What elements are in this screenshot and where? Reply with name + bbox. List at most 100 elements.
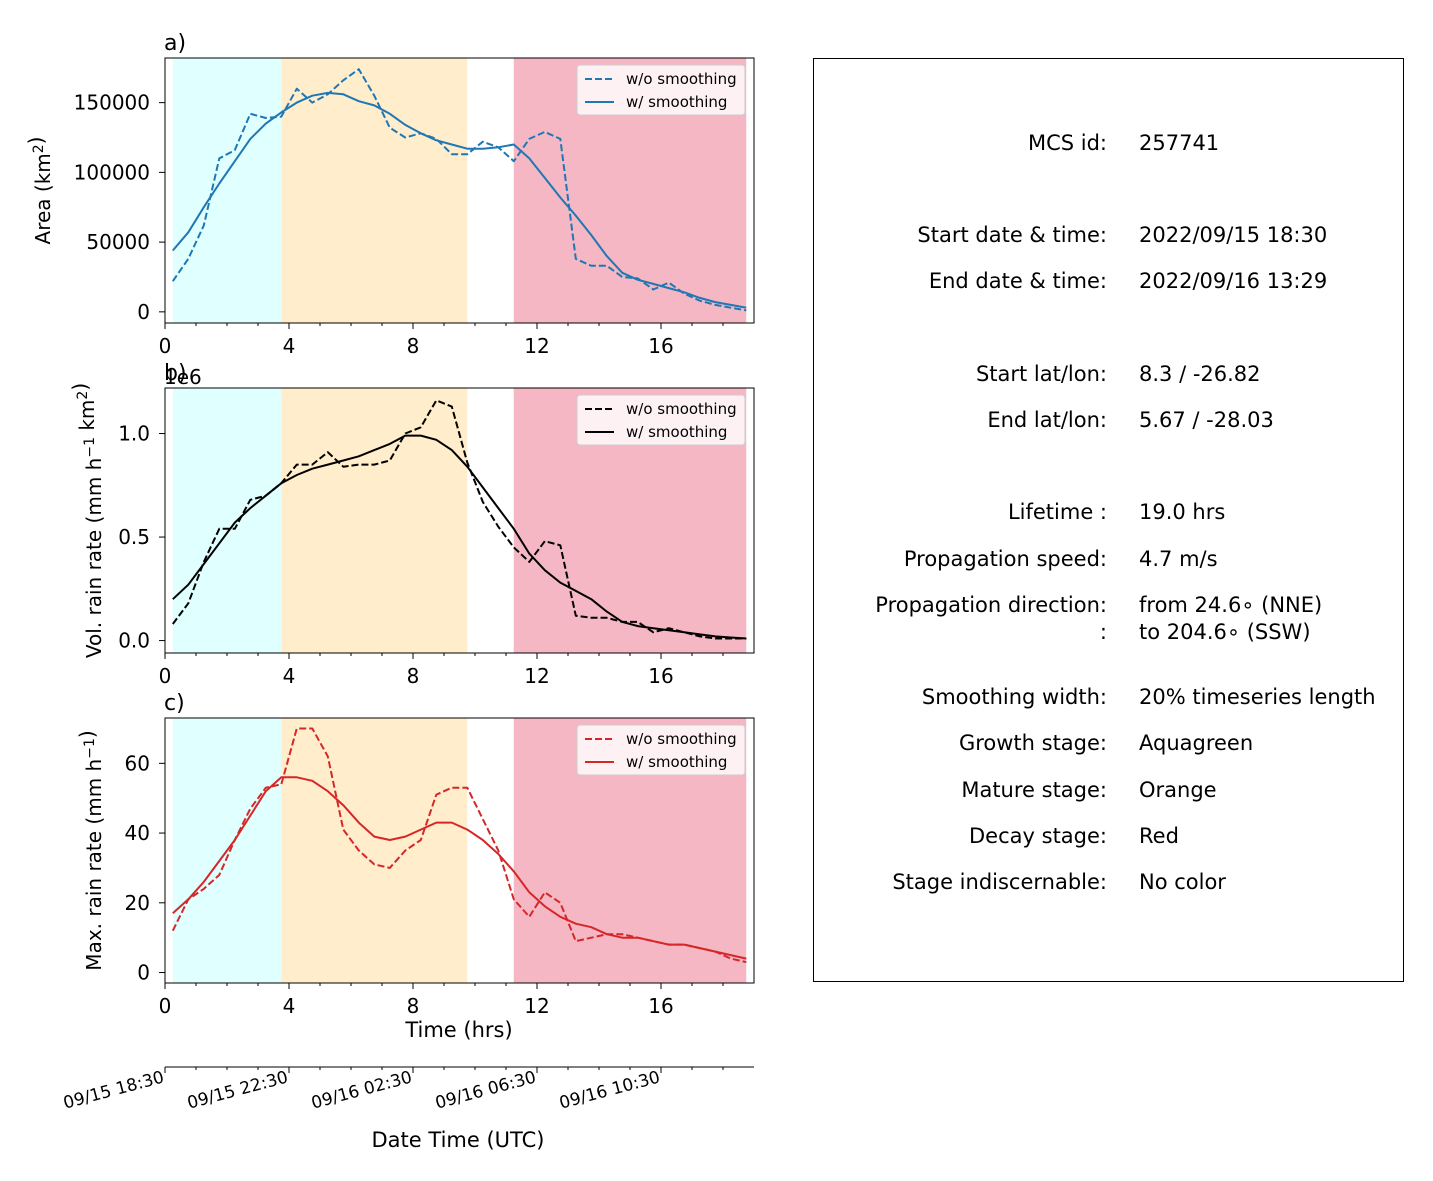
legend-label: w/o smoothing (626, 730, 737, 748)
y-axis-label-part: −1 (82, 738, 98, 759)
series-line-smoothed (172, 434, 747, 640)
mature-stage-band (281, 388, 468, 653)
y-tick-label: 100000 (74, 160, 150, 184)
x-axis-label-time: Time (hrs) (404, 1018, 512, 1042)
x-tick-label: 12 (524, 334, 549, 358)
end-latlon-label: End lat/lon: (987, 408, 1107, 432)
panel-a: 0 50000 100000 150000 0 4 8 12 16 a) Area (km2) w/o… (24, 31, 755, 358)
y-axis-label-part: Vol. rain rate (mm h (82, 458, 106, 659)
series-line-smoothed (172, 91, 747, 309)
lifetime-label: Lifetime : (1007, 500, 1107, 524)
x-axis-label-date: Date Time (UTC) (372, 1128, 545, 1152)
y-tick-label: 60 (125, 751, 150, 775)
start-time-label: Start date & time: (917, 223, 1107, 247)
date-tick-label: 09/16 10:30 (557, 1068, 662, 1114)
end-latlon-value: 5.67 / -28.03 (1139, 408, 1274, 432)
mature-stage-label: Mature stage: (961, 778, 1107, 802)
x-tick-label: 0 (159, 664, 172, 688)
y-tick-label: 0 (137, 961, 150, 985)
start-time-value: 2022/09/15 18:30 (1139, 223, 1328, 247)
y-tick-label: 0.0 (118, 629, 150, 653)
x-tick-label: 16 (648, 334, 673, 358)
propagation-direction-from-value: from 24.6∘ (NNE) (1139, 593, 1323, 617)
y-tick-label: 1.0 (118, 422, 150, 446)
axes-frame (164, 57, 755, 324)
x-tick-label: 4 (283, 994, 296, 1018)
legend-box (576, 724, 746, 776)
y-axis-label: Area (km2) (24, 137, 55, 245)
legend-label: w/ smoothing (626, 423, 727, 441)
growth-stage-label: Growth stage: (958, 731, 1107, 755)
y-tick-label: 0 (137, 300, 150, 324)
y-axis-label: Vol. rain rate (mm h−1 km2) (68, 383, 106, 658)
legend-label: w/ smoothing (626, 753, 727, 771)
panel-label: b) (164, 361, 187, 386)
stage-indiscernable-value: No color (1139, 870, 1226, 894)
y-tick-label: 150000 (74, 91, 150, 115)
axis-offset-text: 1e6 (164, 365, 202, 389)
panel-label: c) (164, 691, 185, 716)
propagation-direction-cont-label: : (1099, 620, 1107, 644)
y-axis-label-part: −1 (82, 437, 98, 458)
mcs-info-panel: MCS id: 257741 Start date & time: 2022/0… (813, 58, 1404, 982)
panel-b: 0.0 0.5 1.0 0 4 8 12 16 b)1e6 Vol. rain rate (mm … (68, 361, 755, 688)
mcs-id-label: MCS id: (1027, 131, 1107, 155)
growth-stage-band (172, 58, 282, 323)
legend-box (576, 64, 746, 116)
lifetime-value: 19.0 hrs (1139, 500, 1226, 524)
x-tick-label: 0 (159, 994, 172, 1018)
propagation-direction-label: Propagation direction: (875, 593, 1107, 617)
date-axis: 09/15 18:30 09/15 22:30 09/16 02:30 09/16 0… (61, 1066, 754, 1152)
stage-indiscernable-label: Stage indiscernable: (892, 870, 1107, 894)
propagation-speed-label: Propagation speed: (903, 547, 1107, 571)
legend-label: w/o smoothing (626, 70, 737, 88)
growth-stage-band (172, 388, 282, 653)
x-tick-label: 4 (283, 664, 296, 688)
x-tick-label: 8 (407, 994, 420, 1018)
x-tick-label: 4 (283, 334, 296, 358)
x-tick-label: 8 (407, 334, 420, 358)
start-latlon-value: 8.3 / -26.82 (1139, 362, 1261, 386)
y-axis-label: Max. rain rate (mm h−1) (75, 730, 106, 970)
legend-label: w/o smoothing (626, 400, 737, 418)
start-latlon-label: Start lat/lon: (975, 362, 1107, 386)
date-tick-label: 09/16 06:30 (433, 1068, 538, 1114)
end-time-label: End date & time: (928, 269, 1107, 293)
axes-frame (164, 717, 755, 984)
y-axis-label-part: km (75, 400, 99, 437)
growth-stage-value: Aquagreen (1139, 731, 1254, 755)
propagation-direction-to-value: to 204.6∘ (SSW) (1139, 620, 1311, 644)
y-axis-label-part: 2 (75, 391, 91, 400)
y-axis-label-part: 2 (31, 144, 47, 153)
smoothing-width-label: Smoothing width: (921, 685, 1107, 709)
date-tick-label: 09/15 22:30 (185, 1068, 290, 1114)
panel-label: a) (164, 31, 186, 56)
date-tick-label: 09/16 02:30 (309, 1068, 414, 1114)
end-time-value: 2022/09/16 13:29 (1139, 269, 1328, 293)
axes-frame (164, 387, 755, 654)
y-axis-label-part: Area (km (31, 153, 55, 244)
y-tick-label: 20 (125, 891, 150, 915)
x-tick-label: 0 (159, 334, 172, 358)
legend-label: w/ smoothing (626, 93, 727, 111)
series-line-smoothed (172, 776, 747, 960)
propagation-speed-value: 4.7 m/s (1139, 547, 1218, 571)
mcs-id-value: 257741 (1139, 131, 1220, 155)
x-tick-label: 8 (407, 664, 420, 688)
decay-stage-value: Red (1139, 824, 1179, 848)
smoothing-width-value: 20% timeseries length (1139, 685, 1376, 709)
legend-box (576, 394, 746, 446)
decay-stage-label: Decay stage: (969, 824, 1107, 848)
y-axis-label-part: ) (68, 383, 92, 391)
y-axis-label-part: ) (24, 137, 48, 145)
y-axis-label-part: ) (75, 730, 99, 738)
date-tick-label: 09/15 18:30 (61, 1068, 166, 1114)
x-tick-label: 12 (524, 994, 549, 1018)
y-axis-label-part: Max. rain rate (mm h (82, 759, 106, 971)
mature-stage-value: Orange (1139, 778, 1217, 802)
y-tick-label: 50000 (86, 230, 150, 254)
y-tick-label: 0.5 (118, 525, 150, 549)
x-tick-label: 16 (648, 994, 673, 1018)
x-tick-label: 12 (524, 664, 549, 688)
